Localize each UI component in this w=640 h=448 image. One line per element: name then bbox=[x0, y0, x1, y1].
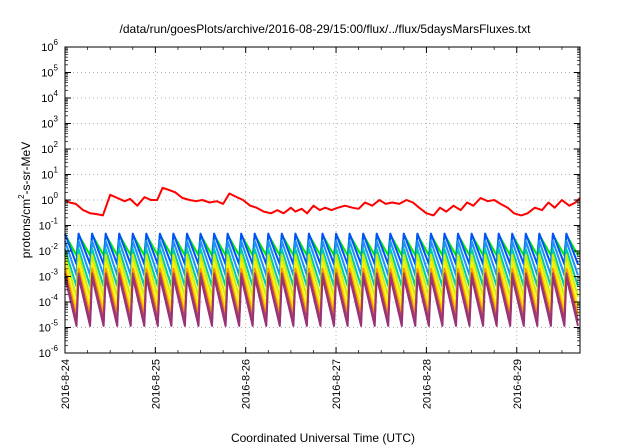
series-lines bbox=[64, 186, 581, 327]
y-tick-exponent: 3 bbox=[54, 115, 59, 124]
y-tick-base: 10 bbox=[41, 42, 53, 54]
y-tick-exponent: 4 bbox=[54, 89, 59, 98]
y-tick-label: 10-5 bbox=[39, 319, 59, 335]
y-tick-label: 10-2 bbox=[39, 242, 59, 258]
y-tick-label: 103 bbox=[41, 115, 58, 131]
y-tick-base: 10 bbox=[39, 246, 51, 258]
y-tick-label: 10-4 bbox=[39, 293, 59, 309]
x-tick-label: 2016-8-24 bbox=[60, 359, 72, 409]
y-tick-label: 10-3 bbox=[39, 268, 59, 284]
series-line-9 bbox=[64, 276, 579, 327]
y-tick-exponent: -3 bbox=[51, 268, 59, 277]
y-tick-base: 10 bbox=[41, 119, 53, 131]
x-tick-label: 2016-8-28 bbox=[421, 359, 433, 409]
y-tick-exponent: 2 bbox=[54, 140, 59, 149]
y-tick-label: 10-6 bbox=[39, 344, 59, 360]
y-tick-base: 10 bbox=[41, 170, 53, 182]
y-tick-base: 10 bbox=[41, 144, 53, 156]
y-tick-base: 10 bbox=[39, 221, 51, 233]
y-tick-label: 106 bbox=[41, 38, 58, 54]
x-tick-label: 2016-8-27 bbox=[331, 359, 343, 409]
y-tick-exponent: 0 bbox=[54, 191, 59, 200]
y-tick-base: 10 bbox=[39, 323, 51, 335]
x-tick-label: 2016-8-25 bbox=[150, 359, 162, 409]
y-tick-label: 101 bbox=[41, 166, 58, 182]
x-tick-label: 2016-8-29 bbox=[512, 359, 524, 409]
chart-title: /data/run/goesPlots/archive/2016-08-29/1… bbox=[120, 22, 532, 36]
y-tick-label: 104 bbox=[41, 89, 58, 105]
x-tick-label: 2016-8-26 bbox=[241, 359, 253, 409]
y-tick-label: 100 bbox=[41, 191, 58, 207]
y-tick-exponent: 6 bbox=[54, 38, 59, 47]
y-tick-label: 105 bbox=[41, 64, 58, 80]
y-tick-base: 10 bbox=[39, 297, 51, 309]
y-tick-base: 10 bbox=[41, 93, 53, 105]
y-tick-label: 102 bbox=[41, 140, 58, 156]
y-tick-base: 10 bbox=[41, 195, 53, 207]
y-tick-exponent: -2 bbox=[51, 242, 59, 251]
y-axis-label-rest: -s-sr-MeV bbox=[19, 142, 33, 195]
y-tick-base: 10 bbox=[39, 348, 51, 360]
y-axis-label: protons/cm2-s-sr-MeV bbox=[17, 142, 33, 258]
y-tick-exponent: 1 bbox=[54, 166, 59, 175]
y-tick-base: 10 bbox=[41, 68, 53, 80]
y-tick-exponent: -1 bbox=[51, 217, 59, 226]
y-tick-exponent: 5 bbox=[54, 64, 59, 73]
y-axis-ticks: 10610510410310210110010-110-210-310-410-… bbox=[39, 38, 580, 360]
series-line-0 bbox=[64, 186, 581, 217]
y-tick-exponent: -4 bbox=[51, 293, 59, 302]
y-tick-exponent: -5 bbox=[51, 319, 59, 328]
y-axis-label-base: protons/cm bbox=[19, 199, 33, 258]
x-axis-ticks: 2016-8-24 2016-8-25 2016-8-26 2016-8-27 2016… bbox=[60, 47, 563, 409]
y-tick-exponent: -6 bbox=[51, 344, 59, 353]
y-tick-label: 10-1 bbox=[39, 217, 59, 233]
y-axis-label-sup: 2 bbox=[17, 194, 26, 199]
x-axis-label: Coordinated Universal Time (UTC) bbox=[231, 431, 415, 445]
y-tick-base: 10 bbox=[39, 272, 51, 284]
